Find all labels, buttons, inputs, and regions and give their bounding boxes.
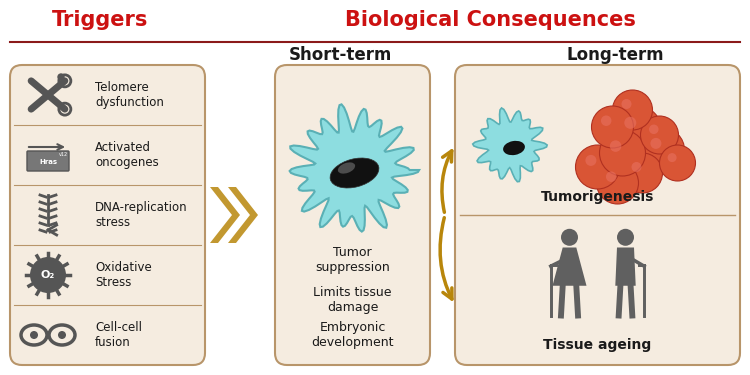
Text: Limits tissue
damage: Limits tissue damage [314,286,392,314]
Circle shape [650,138,662,149]
FancyBboxPatch shape [275,65,430,365]
Circle shape [58,331,66,339]
Circle shape [659,145,695,181]
Circle shape [592,106,634,148]
Text: Biological Consequences: Biological Consequences [344,10,635,30]
Text: O₂: O₂ [40,270,56,280]
Circle shape [58,74,64,80]
Text: Cell-cell
fusion: Cell-cell fusion [95,321,142,349]
Circle shape [668,153,676,162]
FancyBboxPatch shape [10,65,205,365]
Ellipse shape [330,158,379,188]
Circle shape [632,162,641,172]
Circle shape [613,90,652,130]
Circle shape [622,99,632,109]
Circle shape [30,257,66,293]
Circle shape [606,171,616,182]
Text: Hras: Hras [39,159,57,165]
Circle shape [30,331,38,339]
Polygon shape [615,248,636,286]
Circle shape [586,155,596,166]
Circle shape [599,130,646,176]
Text: Tumorigenesis: Tumorigenesis [541,190,654,204]
Circle shape [649,124,658,134]
Text: Telomere
dysfunction: Telomere dysfunction [95,81,164,109]
Polygon shape [210,187,240,243]
Circle shape [561,229,578,246]
Circle shape [601,116,611,126]
FancyBboxPatch shape [27,151,69,171]
Polygon shape [472,108,548,182]
Text: Short-term: Short-term [288,46,392,64]
Text: Long-term: Long-term [566,46,664,64]
Circle shape [640,128,685,172]
Text: Tumor
suppression: Tumor suppression [315,246,390,274]
Text: DNA-replication
stress: DNA-replication stress [95,201,188,229]
Text: Oxidative
Stress: Oxidative Stress [95,261,152,289]
Circle shape [596,162,638,204]
Circle shape [617,229,634,246]
Circle shape [624,117,636,129]
Polygon shape [553,248,586,286]
Text: Tissue ageing: Tissue ageing [543,338,652,352]
Circle shape [610,140,621,152]
Text: Activated
oncogenes: Activated oncogenes [95,141,159,169]
Ellipse shape [338,162,356,174]
Text: Embryonic
development: Embryonic development [311,321,394,349]
Circle shape [614,106,662,154]
Polygon shape [228,187,258,243]
FancyBboxPatch shape [455,65,740,365]
Circle shape [575,145,620,189]
Circle shape [622,153,662,193]
Polygon shape [290,104,419,232]
Ellipse shape [503,141,525,155]
Text: Triggers: Triggers [52,10,148,30]
Text: v12: v12 [58,152,68,156]
Circle shape [640,116,679,154]
